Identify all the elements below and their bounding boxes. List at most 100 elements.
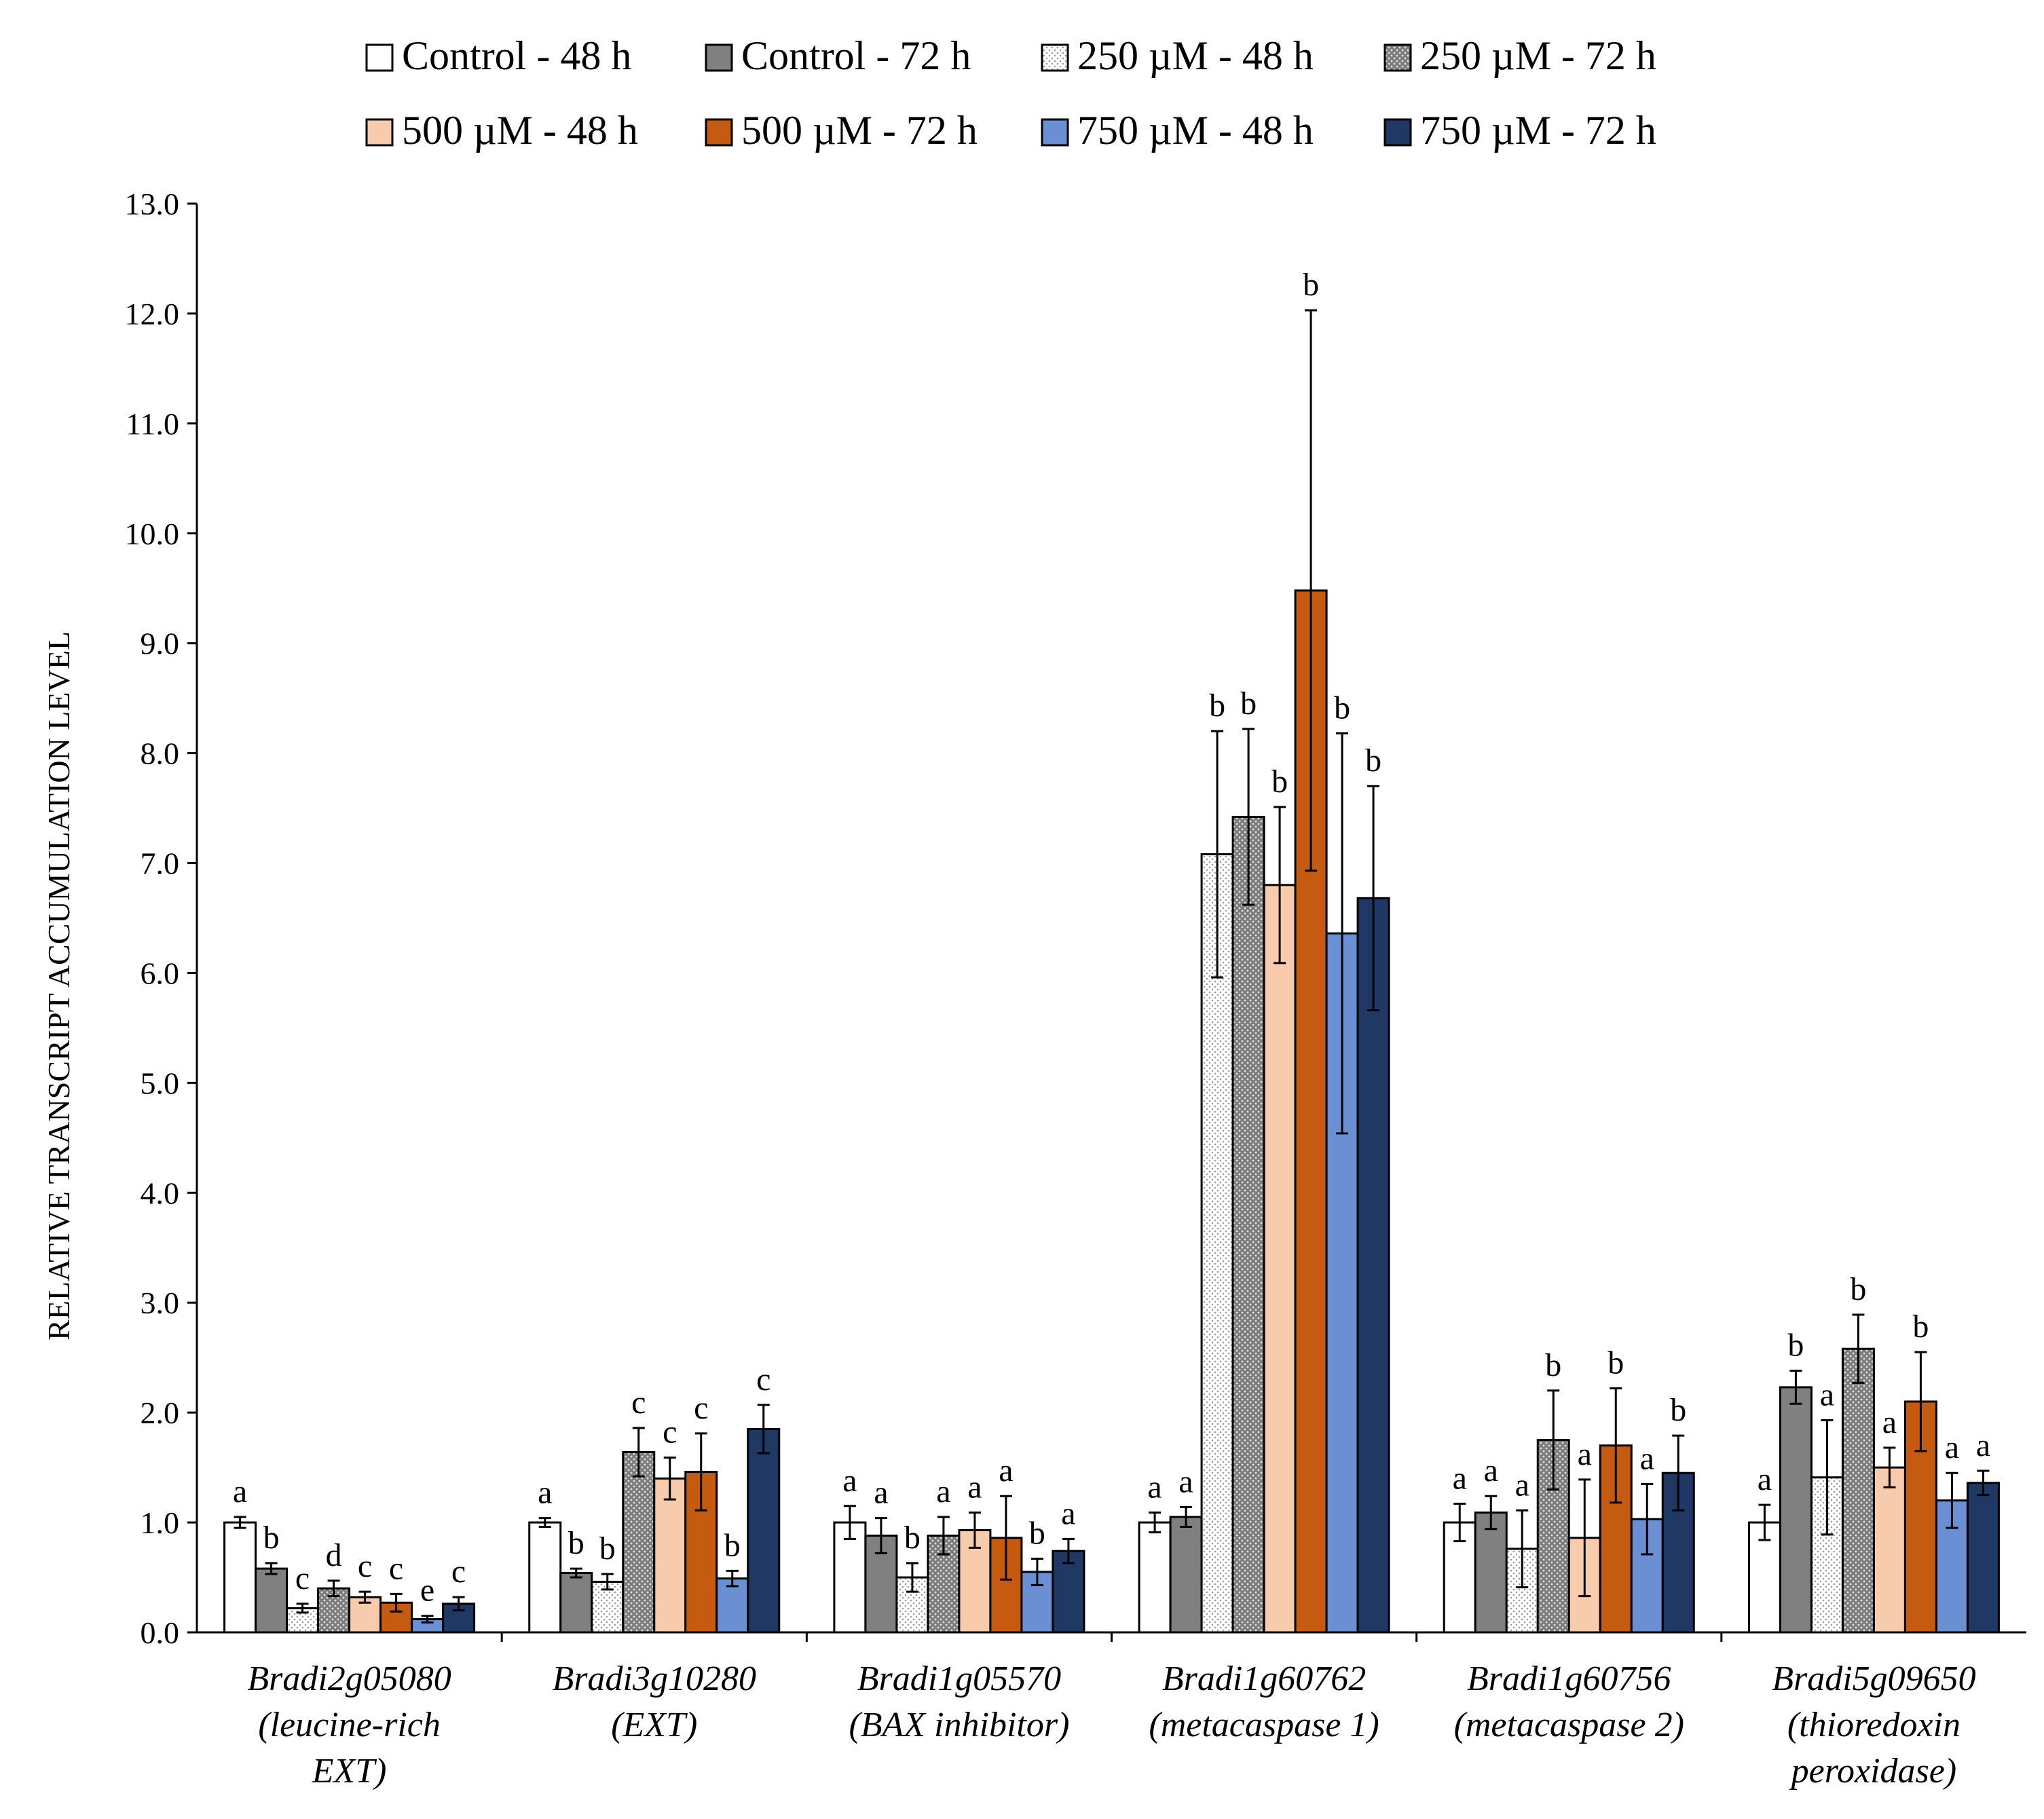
significance-letter: a — [1820, 1376, 1834, 1412]
bar — [747, 1427, 781, 1634]
y-axis-title: RELATIVE TRANSCRIPT ACCUMULATION LEVEL — [41, 631, 76, 1340]
significance-letter: a — [1061, 1495, 1075, 1531]
significance-letter: b — [1608, 1345, 1624, 1381]
axes: 0.0 1.0 2.0 3.0 4.0 5.0 6.0 7.0 8.0 9.0 10.0 11.0 12… — [41, 187, 2026, 1650]
legend-swatch — [705, 43, 733, 72]
category-label: (EXT) — [611, 1706, 697, 1744]
legend-label: 500 µM - 72 h — [741, 108, 978, 153]
significance-letter: a — [936, 1474, 950, 1509]
significance-letter: a — [1147, 1469, 1162, 1505]
y-tick-label: 7.0 — [141, 846, 180, 881]
significance-letter: a — [999, 1452, 1013, 1488]
category-label: Bradi2g05080 — [247, 1659, 451, 1698]
bar — [1779, 1386, 1813, 1634]
legend-swatch — [1041, 43, 1069, 72]
bar — [1138, 1521, 1172, 1634]
y-tick-label: 3.0 — [141, 1286, 180, 1320]
y-tick-label: 11.0 — [126, 407, 179, 441]
y-tick-label: 1.0 — [141, 1505, 180, 1540]
bar — [1872, 1466, 1906, 1634]
significance-letter: b — [904, 1520, 921, 1556]
significance-letter: a — [1178, 1463, 1193, 1499]
category-label: Bradi1g60756 — [1467, 1659, 1671, 1698]
significance-letter: a — [538, 1475, 552, 1511]
y-tick-label: 9.0 — [141, 626, 180, 661]
bar — [1903, 1400, 1937, 1634]
legend-label: 500 µM - 48 h — [402, 108, 638, 153]
bar — [223, 1521, 257, 1634]
legend: Control - 48 h Control - 72 h 250 µM - 48 … — [365, 33, 1656, 153]
significance-letter: c — [756, 1362, 770, 1398]
bar — [833, 1521, 867, 1634]
category-label: (BAX inhibitor) — [849, 1706, 1069, 1744]
category-label: (thioredoxin — [1787, 1706, 1961, 1744]
significance-letter: b — [1912, 1309, 1929, 1345]
bar — [1263, 884, 1297, 1634]
significance-letter: a — [1882, 1404, 1897, 1440]
significance-letter: a — [1484, 1452, 1498, 1488]
legend-label: 750 µM - 72 h — [1420, 108, 1656, 153]
y-tick-label: 4.0 — [141, 1176, 180, 1210]
significance-letter: b — [1303, 267, 1319, 303]
significance-letter: a — [967, 1469, 982, 1505]
significance-letter: b — [1029, 1516, 1045, 1552]
bar — [622, 1450, 656, 1634]
category-label: Bradi1g60762 — [1162, 1659, 1366, 1698]
significance-letter: b — [568, 1525, 584, 1561]
legend-label: Control - 48 h — [402, 33, 631, 78]
category-label: peroxidase) — [1789, 1752, 1957, 1790]
significance-letter: a — [874, 1475, 888, 1511]
y-tick-label: 6.0 — [141, 956, 180, 990]
significance-letter: c — [631, 1385, 646, 1421]
significance-letter: a — [842, 1463, 857, 1499]
category-label: Bradi1g05570 — [857, 1659, 1061, 1698]
significance-letter: b — [1545, 1347, 1561, 1383]
bar — [1052, 1550, 1085, 1634]
legend-label: 250 µM - 72 h — [1420, 33, 1656, 78]
y-tick-label: 13.0 — [125, 187, 180, 221]
significance-letter: b — [599, 1531, 616, 1567]
significance-letter: b — [724, 1527, 741, 1563]
significance-letter: c — [451, 1554, 466, 1590]
y-tick-label: 8.0 — [141, 736, 180, 771]
bar — [1169, 1516, 1203, 1634]
significance-letter: a — [1578, 1436, 1592, 1472]
significance-letter: a — [233, 1474, 247, 1509]
significance-letter: b — [1334, 690, 1350, 726]
significance-letter: b — [1365, 743, 1381, 779]
y-tick-label: 2.0 — [141, 1395, 180, 1430]
category-label: Bradi3g10280 — [553, 1659, 756, 1698]
bar — [255, 1567, 289, 1634]
legend-swatch — [1383, 43, 1412, 72]
significance-letter: d — [326, 1537, 342, 1573]
y-tick-label: 12.0 — [125, 297, 180, 331]
category-label: (leucine-rich — [258, 1706, 441, 1744]
bar — [379, 1601, 413, 1634]
bar — [1474, 1512, 1508, 1634]
category-label: EXT) — [312, 1752, 387, 1790]
legend-swatch — [1383, 118, 1412, 147]
significance-letter: c — [663, 1414, 677, 1450]
significance-letter: b — [1670, 1392, 1686, 1428]
significance-letter: b — [263, 1520, 280, 1556]
significance-letter: b — [1209, 688, 1225, 724]
significance-letter: c — [389, 1550, 403, 1586]
bar — [653, 1477, 687, 1634]
y-tick-label: 0.0 — [141, 1615, 180, 1650]
category-label: (metacaspase 1) — [1149, 1706, 1379, 1744]
bar — [1966, 1482, 2000, 1634]
significance-letter: b — [1787, 1328, 1804, 1364]
significance-letter: b — [1850, 1271, 1866, 1307]
significance-letter: a — [1515, 1467, 1529, 1503]
y-tick-label: 10.0 — [125, 517, 180, 551]
legend-swatch — [365, 118, 394, 147]
category-label: Bradi5g09650 — [1772, 1659, 1975, 1698]
significance-letter: a — [1758, 1461, 1772, 1497]
significance-letter: a — [1945, 1429, 1959, 1465]
legend-label: 250 µM - 48 h — [1077, 33, 1314, 78]
significance-letter: e — [420, 1573, 434, 1609]
significance-letter: c — [358, 1548, 372, 1584]
